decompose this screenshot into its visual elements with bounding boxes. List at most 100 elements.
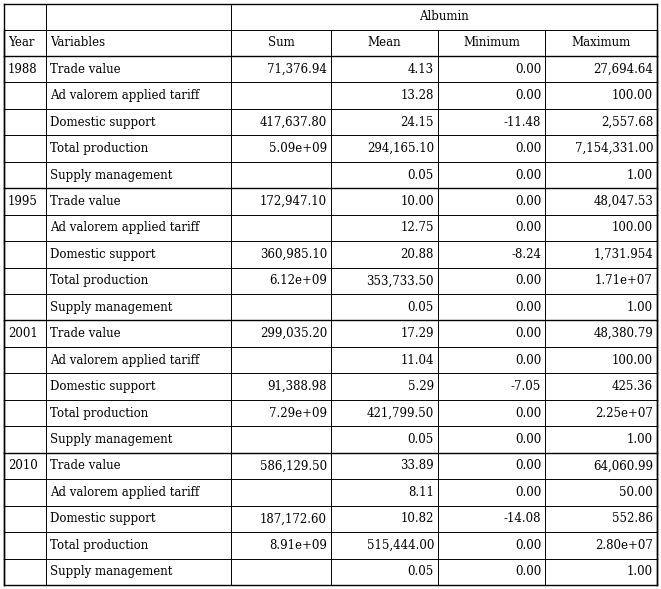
Text: 8.91e+09: 8.91e+09 bbox=[269, 539, 327, 552]
Text: 10.82: 10.82 bbox=[401, 512, 434, 525]
Text: Sum: Sum bbox=[268, 37, 294, 49]
Text: Ad valorem applied tariff: Ad valorem applied tariff bbox=[50, 486, 199, 499]
Text: Supply management: Supply management bbox=[50, 433, 173, 446]
Text: Supply management: Supply management bbox=[50, 565, 173, 578]
Text: Total production: Total production bbox=[50, 274, 148, 287]
Text: 100.00: 100.00 bbox=[612, 353, 653, 367]
Text: 0.00: 0.00 bbox=[515, 274, 541, 287]
Text: 17.29: 17.29 bbox=[401, 327, 434, 340]
Text: 172,947.10: 172,947.10 bbox=[260, 195, 327, 208]
Text: 0.05: 0.05 bbox=[408, 433, 434, 446]
Text: 11.04: 11.04 bbox=[401, 353, 434, 367]
Text: 27,694.64: 27,694.64 bbox=[593, 62, 653, 76]
Text: 0.00: 0.00 bbox=[515, 62, 541, 76]
Text: 10.00: 10.00 bbox=[401, 195, 434, 208]
Text: 0.05: 0.05 bbox=[408, 565, 434, 578]
Text: 1988: 1988 bbox=[8, 62, 38, 76]
Text: 8.11: 8.11 bbox=[408, 486, 434, 499]
Text: 7,154,331.00: 7,154,331.00 bbox=[574, 142, 653, 155]
Text: -14.08: -14.08 bbox=[504, 512, 541, 525]
Text: 7.29e+09: 7.29e+09 bbox=[269, 406, 327, 419]
Text: 1.71e+07: 1.71e+07 bbox=[595, 274, 653, 287]
Text: 13.28: 13.28 bbox=[401, 89, 434, 102]
Text: 0.00: 0.00 bbox=[515, 301, 541, 314]
Text: 1.00: 1.00 bbox=[627, 565, 653, 578]
Text: 0.00: 0.00 bbox=[515, 406, 541, 419]
Text: 48,380.79: 48,380.79 bbox=[594, 327, 653, 340]
Text: Trade value: Trade value bbox=[50, 459, 120, 472]
Text: Ad valorem applied tariff: Ad valorem applied tariff bbox=[50, 353, 199, 367]
Text: 421,799.50: 421,799.50 bbox=[367, 406, 434, 419]
Text: 5.09e+09: 5.09e+09 bbox=[269, 142, 327, 155]
Text: Supply management: Supply management bbox=[50, 168, 173, 181]
Text: 64,060.99: 64,060.99 bbox=[593, 459, 653, 472]
Text: -8.24: -8.24 bbox=[511, 248, 541, 261]
Text: 100.00: 100.00 bbox=[612, 221, 653, 234]
Text: 50.00: 50.00 bbox=[619, 486, 653, 499]
Text: 294,165.10: 294,165.10 bbox=[367, 142, 434, 155]
Text: 0.00: 0.00 bbox=[515, 486, 541, 499]
Text: 2.25e+07: 2.25e+07 bbox=[595, 406, 653, 419]
Text: Total production: Total production bbox=[50, 142, 148, 155]
Text: 353,733.50: 353,733.50 bbox=[366, 274, 434, 287]
Text: Total production: Total production bbox=[50, 539, 148, 552]
Text: 1995: 1995 bbox=[8, 195, 38, 208]
Text: Albumin: Albumin bbox=[419, 11, 469, 24]
Text: 0.00: 0.00 bbox=[515, 195, 541, 208]
Text: Domestic support: Domestic support bbox=[50, 380, 155, 393]
Text: 2001: 2001 bbox=[8, 327, 38, 340]
Text: Total production: Total production bbox=[50, 406, 148, 419]
Text: -7.05: -7.05 bbox=[511, 380, 541, 393]
Text: 0.00: 0.00 bbox=[515, 459, 541, 472]
Text: 586,129.50: 586,129.50 bbox=[260, 459, 327, 472]
Text: 0.00: 0.00 bbox=[515, 539, 541, 552]
Text: 0.05: 0.05 bbox=[408, 301, 434, 314]
Text: 4.13: 4.13 bbox=[408, 62, 434, 76]
Text: Trade value: Trade value bbox=[50, 327, 120, 340]
Text: 299,035.20: 299,035.20 bbox=[260, 327, 327, 340]
Text: 1,731.954: 1,731.954 bbox=[594, 248, 653, 261]
Text: Year: Year bbox=[8, 37, 34, 49]
Text: Variables: Variables bbox=[50, 37, 105, 49]
Text: 1.00: 1.00 bbox=[627, 168, 653, 181]
Text: Trade value: Trade value bbox=[50, 195, 120, 208]
Text: Ad valorem applied tariff: Ad valorem applied tariff bbox=[50, 221, 199, 234]
Text: 24.15: 24.15 bbox=[401, 115, 434, 128]
Text: Domestic support: Domestic support bbox=[50, 248, 155, 261]
Text: 0.05: 0.05 bbox=[408, 168, 434, 181]
Text: 417,637.80: 417,637.80 bbox=[260, 115, 327, 128]
Text: Ad valorem applied tariff: Ad valorem applied tariff bbox=[50, 89, 199, 102]
Text: 2.80e+07: 2.80e+07 bbox=[595, 539, 653, 552]
Text: 0.00: 0.00 bbox=[515, 142, 541, 155]
Text: 0.00: 0.00 bbox=[515, 433, 541, 446]
Text: Mean: Mean bbox=[368, 37, 401, 49]
Text: 48,047.53: 48,047.53 bbox=[593, 195, 653, 208]
Text: 0.00: 0.00 bbox=[515, 221, 541, 234]
Text: Domestic support: Domestic support bbox=[50, 512, 155, 525]
Text: 20.88: 20.88 bbox=[401, 248, 434, 261]
Text: 0.00: 0.00 bbox=[515, 565, 541, 578]
Text: 1.00: 1.00 bbox=[627, 433, 653, 446]
Text: 0.00: 0.00 bbox=[515, 89, 541, 102]
Text: 33.89: 33.89 bbox=[401, 459, 434, 472]
Text: Domestic support: Domestic support bbox=[50, 115, 155, 128]
Text: 100.00: 100.00 bbox=[612, 89, 653, 102]
Text: 1.00: 1.00 bbox=[627, 301, 653, 314]
Text: 2010: 2010 bbox=[8, 459, 38, 472]
Text: 91,388.98: 91,388.98 bbox=[268, 380, 327, 393]
Text: Supply management: Supply management bbox=[50, 301, 173, 314]
Text: Maximum: Maximum bbox=[571, 37, 631, 49]
Text: 6.12e+09: 6.12e+09 bbox=[269, 274, 327, 287]
Text: 2,557.68: 2,557.68 bbox=[601, 115, 653, 128]
Text: 5.29: 5.29 bbox=[408, 380, 434, 393]
Text: 515,444.00: 515,444.00 bbox=[367, 539, 434, 552]
Text: 552.86: 552.86 bbox=[612, 512, 653, 525]
Text: 0.00: 0.00 bbox=[515, 168, 541, 181]
Text: Minimum: Minimum bbox=[463, 37, 520, 49]
Text: 0.00: 0.00 bbox=[515, 353, 541, 367]
Text: 187,172.60: 187,172.60 bbox=[260, 512, 327, 525]
Text: -11.48: -11.48 bbox=[504, 115, 541, 128]
Text: 12.75: 12.75 bbox=[401, 221, 434, 234]
Text: 360,985.10: 360,985.10 bbox=[260, 248, 327, 261]
Text: 71,376.94: 71,376.94 bbox=[267, 62, 327, 76]
